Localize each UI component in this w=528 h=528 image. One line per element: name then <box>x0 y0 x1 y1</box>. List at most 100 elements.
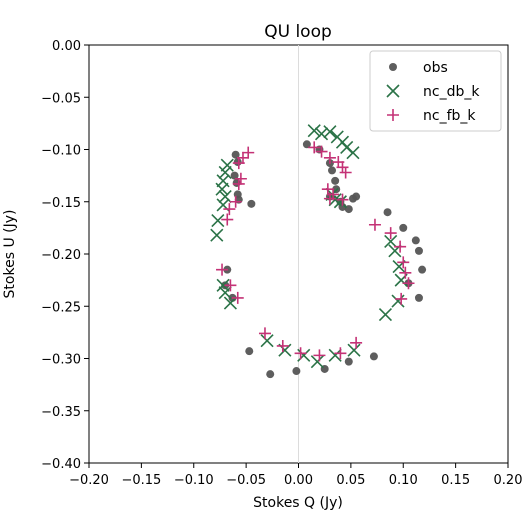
x-tick-label: 0.05 <box>336 473 365 488</box>
data-point <box>218 165 232 180</box>
data-point <box>336 161 349 174</box>
data-point <box>399 266 412 279</box>
data-point <box>418 265 427 274</box>
data-point <box>218 286 232 300</box>
y-tick-label: −0.15 <box>41 196 81 211</box>
data-point <box>402 277 415 290</box>
data-point <box>258 327 271 340</box>
legend: obs nc_db_k nc_fb_k <box>369 50 502 132</box>
legend-label: obs <box>423 60 448 76</box>
y-tick-label: −0.40 <box>41 457 81 472</box>
data-point <box>414 293 423 302</box>
series-nc_fb_k <box>216 141 415 362</box>
legend-marker <box>387 109 399 121</box>
data-point <box>307 124 321 138</box>
data-point <box>368 218 381 231</box>
chart-title: QU loop <box>264 22 332 42</box>
data-point <box>321 183 334 196</box>
data-point <box>308 141 321 154</box>
data-point <box>310 355 324 369</box>
data-point <box>233 158 242 167</box>
y-tick-label: 0.00 <box>52 39 81 54</box>
data-point <box>323 192 336 205</box>
data-point <box>292 367 301 376</box>
data-point <box>414 246 423 255</box>
x-tick-label: −0.10 <box>174 473 214 488</box>
data-point <box>339 166 352 179</box>
x-tick-label: 0.15 <box>441 473 470 488</box>
data-point <box>211 213 225 228</box>
y-tick-label: −0.05 <box>41 91 81 106</box>
data-point <box>231 150 240 159</box>
data-point <box>276 339 289 352</box>
data-point <box>232 157 245 170</box>
data-point <box>247 199 256 208</box>
data-point <box>323 125 337 139</box>
data-point <box>216 263 229 276</box>
legend-frame <box>369 50 502 132</box>
data-point <box>266 370 275 379</box>
data-point <box>234 172 247 185</box>
data-point <box>394 240 407 253</box>
y-tick-label: −0.25 <box>41 300 81 315</box>
data-point <box>218 189 232 204</box>
data-point <box>344 357 353 366</box>
data-point <box>302 140 311 149</box>
x-axis-ticks: −0.20 −0.15 −0.10 −0.05 0.00 0.05 0.10 0.15 0.20 <box>69 463 522 488</box>
data-point <box>229 195 242 208</box>
data-point <box>336 193 349 206</box>
y-tick-label: −0.10 <box>41 144 81 159</box>
data-point <box>333 195 347 209</box>
data-point <box>260 334 274 348</box>
data-point <box>347 343 361 357</box>
data-point <box>232 177 245 190</box>
data-point <box>378 308 393 322</box>
legend-entry-obs: obs <box>389 60 448 76</box>
data-point <box>391 294 405 308</box>
x-tick-label: 0.00 <box>284 473 313 488</box>
data-point <box>328 348 342 362</box>
x-tick-label: −0.15 <box>121 473 161 488</box>
y-tick-label: −0.20 <box>41 248 81 263</box>
data-point <box>323 151 336 164</box>
data-point <box>294 347 307 360</box>
data-point <box>216 278 230 292</box>
data-point <box>411 236 420 245</box>
data-point <box>383 208 392 217</box>
data-point <box>221 213 234 226</box>
x-axis-label: Stokes Q (Jy) <box>253 495 343 511</box>
data-point <box>384 234 398 249</box>
data-point <box>220 158 234 172</box>
data-point <box>245 347 254 356</box>
data-point <box>328 166 337 175</box>
legend-marker <box>386 84 400 98</box>
x-tick-label: 0.10 <box>389 473 418 488</box>
legend-label: nc_db_k <box>423 84 480 100</box>
data-point <box>297 348 311 362</box>
data-point <box>334 347 347 360</box>
y-tick-label: −0.30 <box>41 353 81 368</box>
data-point <box>242 146 255 159</box>
data-point <box>369 352 378 361</box>
legend-entry-nc_db_k: nc_db_k <box>386 84 480 100</box>
x-tick-label: −0.20 <box>69 473 109 488</box>
data-point <box>399 223 408 232</box>
y-axis-ticks: 0.00 −0.05 −0.10 −0.15 −0.20 −0.25 −0.30 −0.35 −… <box>41 39 89 472</box>
data-point <box>384 227 397 240</box>
series-layer <box>210 124 427 379</box>
data-point <box>224 279 237 292</box>
data-point <box>397 256 410 269</box>
data-point <box>210 228 224 242</box>
data-point <box>223 203 236 216</box>
legend-entry-nc_fb_k: nc_fb_k <box>387 108 476 124</box>
data-point <box>223 296 237 310</box>
y-tick-label: −0.35 <box>41 405 81 420</box>
data-point <box>313 349 326 362</box>
data-point <box>215 182 229 196</box>
x-tick-label: −0.05 <box>226 473 266 488</box>
data-point <box>315 145 328 158</box>
data-point <box>314 127 329 141</box>
data-point <box>395 292 408 305</box>
legend-marker <box>389 63 397 71</box>
